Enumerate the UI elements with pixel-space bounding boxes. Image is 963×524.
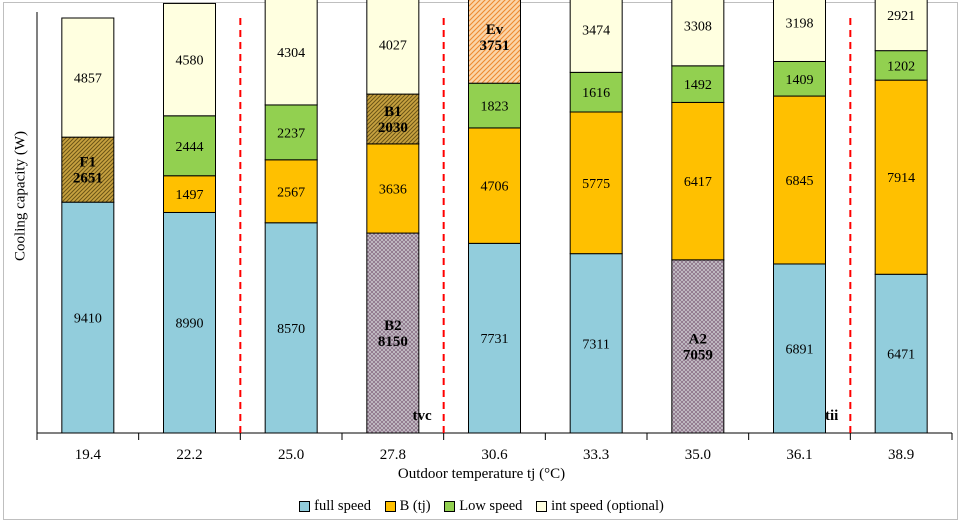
- x-tick-label-35.0: 35.0: [685, 447, 711, 463]
- bar-segment-low-19.4: [61, 136, 115, 203]
- data-label-full-36.1: 6891: [786, 342, 814, 357]
- point-label-A2: A2: [689, 331, 707, 347]
- data-label-b-36.1: 6845: [786, 174, 814, 189]
- data-label-int-36.1: 3198: [786, 16, 814, 31]
- point-label-F1: F1: [79, 155, 96, 171]
- bar-segment-b-30.6: [468, 127, 521, 244]
- data-label-full-25.0: 8570: [277, 322, 305, 337]
- point-value-Ev: 3751: [480, 38, 510, 54]
- data-label-int-22.2: 4580: [176, 54, 204, 69]
- point-value-F1: 2651: [73, 171, 103, 187]
- bar-segment-full-30.6: [468, 242, 521, 434]
- bar-segment-low-25.0: [264, 104, 318, 161]
- x-tick-label-22.2: 22.2: [176, 447, 202, 463]
- bar-segment-full-22.2: [163, 211, 216, 434]
- legend-label-low: Low speed: [459, 498, 523, 514]
- data-label-b-27.8: 3636: [379, 182, 407, 197]
- legend-label-int: int speed (optional): [551, 498, 664, 514]
- legend-item-b: B (tj): [384, 498, 431, 515]
- data-label-low-30.6: 1823: [481, 100, 509, 115]
- data-label-full-30.6: 7731: [481, 332, 509, 347]
- data-label-int-25.0: 4304: [277, 46, 305, 61]
- data-label-int-35.0: 3308: [684, 19, 712, 34]
- bar-segment-full-27.8: [366, 232, 420, 434]
- data-label-full-33.3: 7311: [582, 337, 609, 352]
- bar-segment-int-19.4: [61, 17, 115, 138]
- reference-label-tii: tii: [825, 408, 838, 424]
- bar-segment-b-35.0: [671, 101, 725, 261]
- x-tick-label-36.1: 36.1: [786, 447, 812, 463]
- data-label-low-25.0: 2237: [277, 126, 305, 141]
- bar-segment-int-33.3: [569, 0, 623, 73]
- bar-segment-low-35.0: [671, 65, 725, 103]
- bar-segment-low-33.3: [569, 71, 623, 113]
- data-label-low-38.9: 1202: [887, 59, 915, 74]
- data-label-b-33.3: 5775: [582, 177, 610, 192]
- bar-segment-int-35.0: [671, 0, 725, 67]
- x-tick-label-33.3: 33.3: [583, 447, 609, 463]
- bar-segment-b-36.1: [773, 95, 826, 265]
- data-label-full-22.2: 8990: [176, 317, 204, 332]
- bar-segment-b-33.3: [569, 111, 623, 255]
- data-label-full-38.9: 6471: [887, 348, 915, 363]
- data-label-low-35.0: 1492: [684, 78, 712, 93]
- legend-item-int: int speed (optional): [536, 498, 664, 515]
- x-tick-label-27.8: 27.8: [380, 447, 406, 463]
- y-axis-title: Cooling capacity (W): [12, 131, 29, 261]
- point-value-A2: 7059: [683, 347, 713, 363]
- data-label-b-35.0: 6417: [684, 175, 712, 190]
- data-label-int-19.4: 4857: [74, 72, 102, 87]
- legend-label-b: B (tj): [399, 498, 431, 514]
- legend-item-full: full speed: [299, 498, 371, 515]
- point-value-B2: 8150: [378, 334, 408, 350]
- data-label-b-25.0: 2567: [277, 185, 305, 200]
- x-tick-label-25.0: 25.0: [278, 447, 304, 463]
- data-label-full-19.4: 9410: [74, 312, 102, 327]
- point-label-Ev: Ev: [486, 22, 504, 38]
- bar-segment-full-36.1: [773, 263, 826, 434]
- data-label-int-38.9: 2921: [887, 9, 915, 24]
- bar-segment-b-38.9: [874, 79, 928, 275]
- legend: full speed B (tj) Low speed int speed (o…: [0, 498, 963, 517]
- data-label-int-27.8: 4027: [379, 39, 407, 54]
- legend-item-low: Low speed: [444, 498, 522, 515]
- bar-segment-full-35.0: [671, 259, 725, 434]
- data-label-b-22.2: 1497: [176, 188, 204, 203]
- x-tick-label-19.4: 19.4: [75, 447, 102, 463]
- legend-swatch-b: [384, 501, 396, 512]
- bar-segment-b-27.8: [366, 143, 420, 234]
- data-label-b-30.6: 4706: [481, 180, 509, 195]
- bar-segment-int-36.1: [773, 0, 826, 62]
- bar-segment-int-22.2: [163, 2, 216, 117]
- bar-segment-full-25.0: [264, 222, 318, 434]
- data-label-int-33.3: 3474: [582, 24, 610, 39]
- point-value-B1: 2030: [378, 120, 408, 136]
- bar-segment-low-30.6: [468, 82, 521, 129]
- bar-segment-int-27.8: [366, 0, 420, 95]
- bar-segment-low-27.8: [366, 93, 420, 145]
- data-label-low-33.3: 1616: [582, 86, 610, 101]
- x-tick-label-30.6: 30.6: [481, 447, 508, 463]
- point-label-B2: B2: [384, 318, 402, 334]
- x-tick-label-38.9: 38.9: [888, 447, 914, 463]
- reference-label-tvc: tvc: [413, 408, 432, 424]
- legend-label-full: full speed: [314, 498, 371, 514]
- bar-segment-b-22.2: [163, 175, 216, 213]
- data-label-low-22.2: 2444: [176, 140, 204, 155]
- data-label-b-38.9: 7914: [887, 171, 915, 186]
- legend-swatch-full: [299, 501, 311, 512]
- point-label-B1: B1: [384, 104, 402, 120]
- legend-swatch-low: [444, 501, 456, 512]
- bar-segment-int-30.6: [468, 0, 521, 84]
- bar-segment-low-22.2: [163, 115, 216, 177]
- bar-segment-b-25.0: [264, 159, 318, 224]
- legend-swatch-int: [536, 501, 548, 512]
- bar-segment-full-33.3: [569, 253, 623, 434]
- bar-segment-int-25.0: [264, 0, 318, 106]
- bar-segment-int-38.9: [874, 0, 928, 52]
- data-label-low-36.1: 1409: [786, 73, 814, 88]
- x-axis-title: Outdoor temperature tj (°C): [397, 466, 566, 482]
